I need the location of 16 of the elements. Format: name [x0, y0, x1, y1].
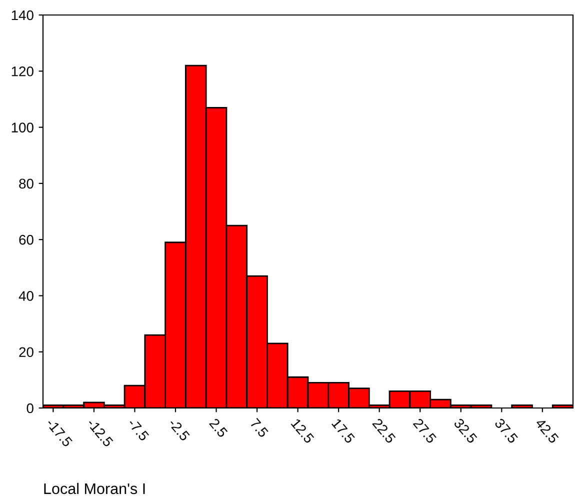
x-tick-label: 2.5	[208, 418, 228, 438]
x-tick-label: 7.5	[250, 418, 269, 438]
x-tick-label: 17.5	[331, 418, 356, 444]
x-tick-label: 42.5	[534, 418, 560, 444]
y-tick-label: 80	[19, 178, 34, 189]
y-tick-label: 40	[18, 291, 34, 301]
y-tick-label: 120	[12, 66, 34, 76]
x-tick-label: 12.5	[290, 418, 315, 444]
y-tick-label: 60	[19, 234, 34, 245]
x-axis-title: Local Moran's I	[44, 482, 145, 494]
y-tick-label: 100	[12, 122, 34, 132]
y-tick-label: 0	[26, 403, 34, 414]
x-tick-label: -7.5	[127, 418, 150, 442]
y-tick-label: 20	[19, 347, 34, 358]
x-tick-label: -2.5	[168, 418, 190, 442]
y-tick-label: 140	[12, 10, 34, 20]
